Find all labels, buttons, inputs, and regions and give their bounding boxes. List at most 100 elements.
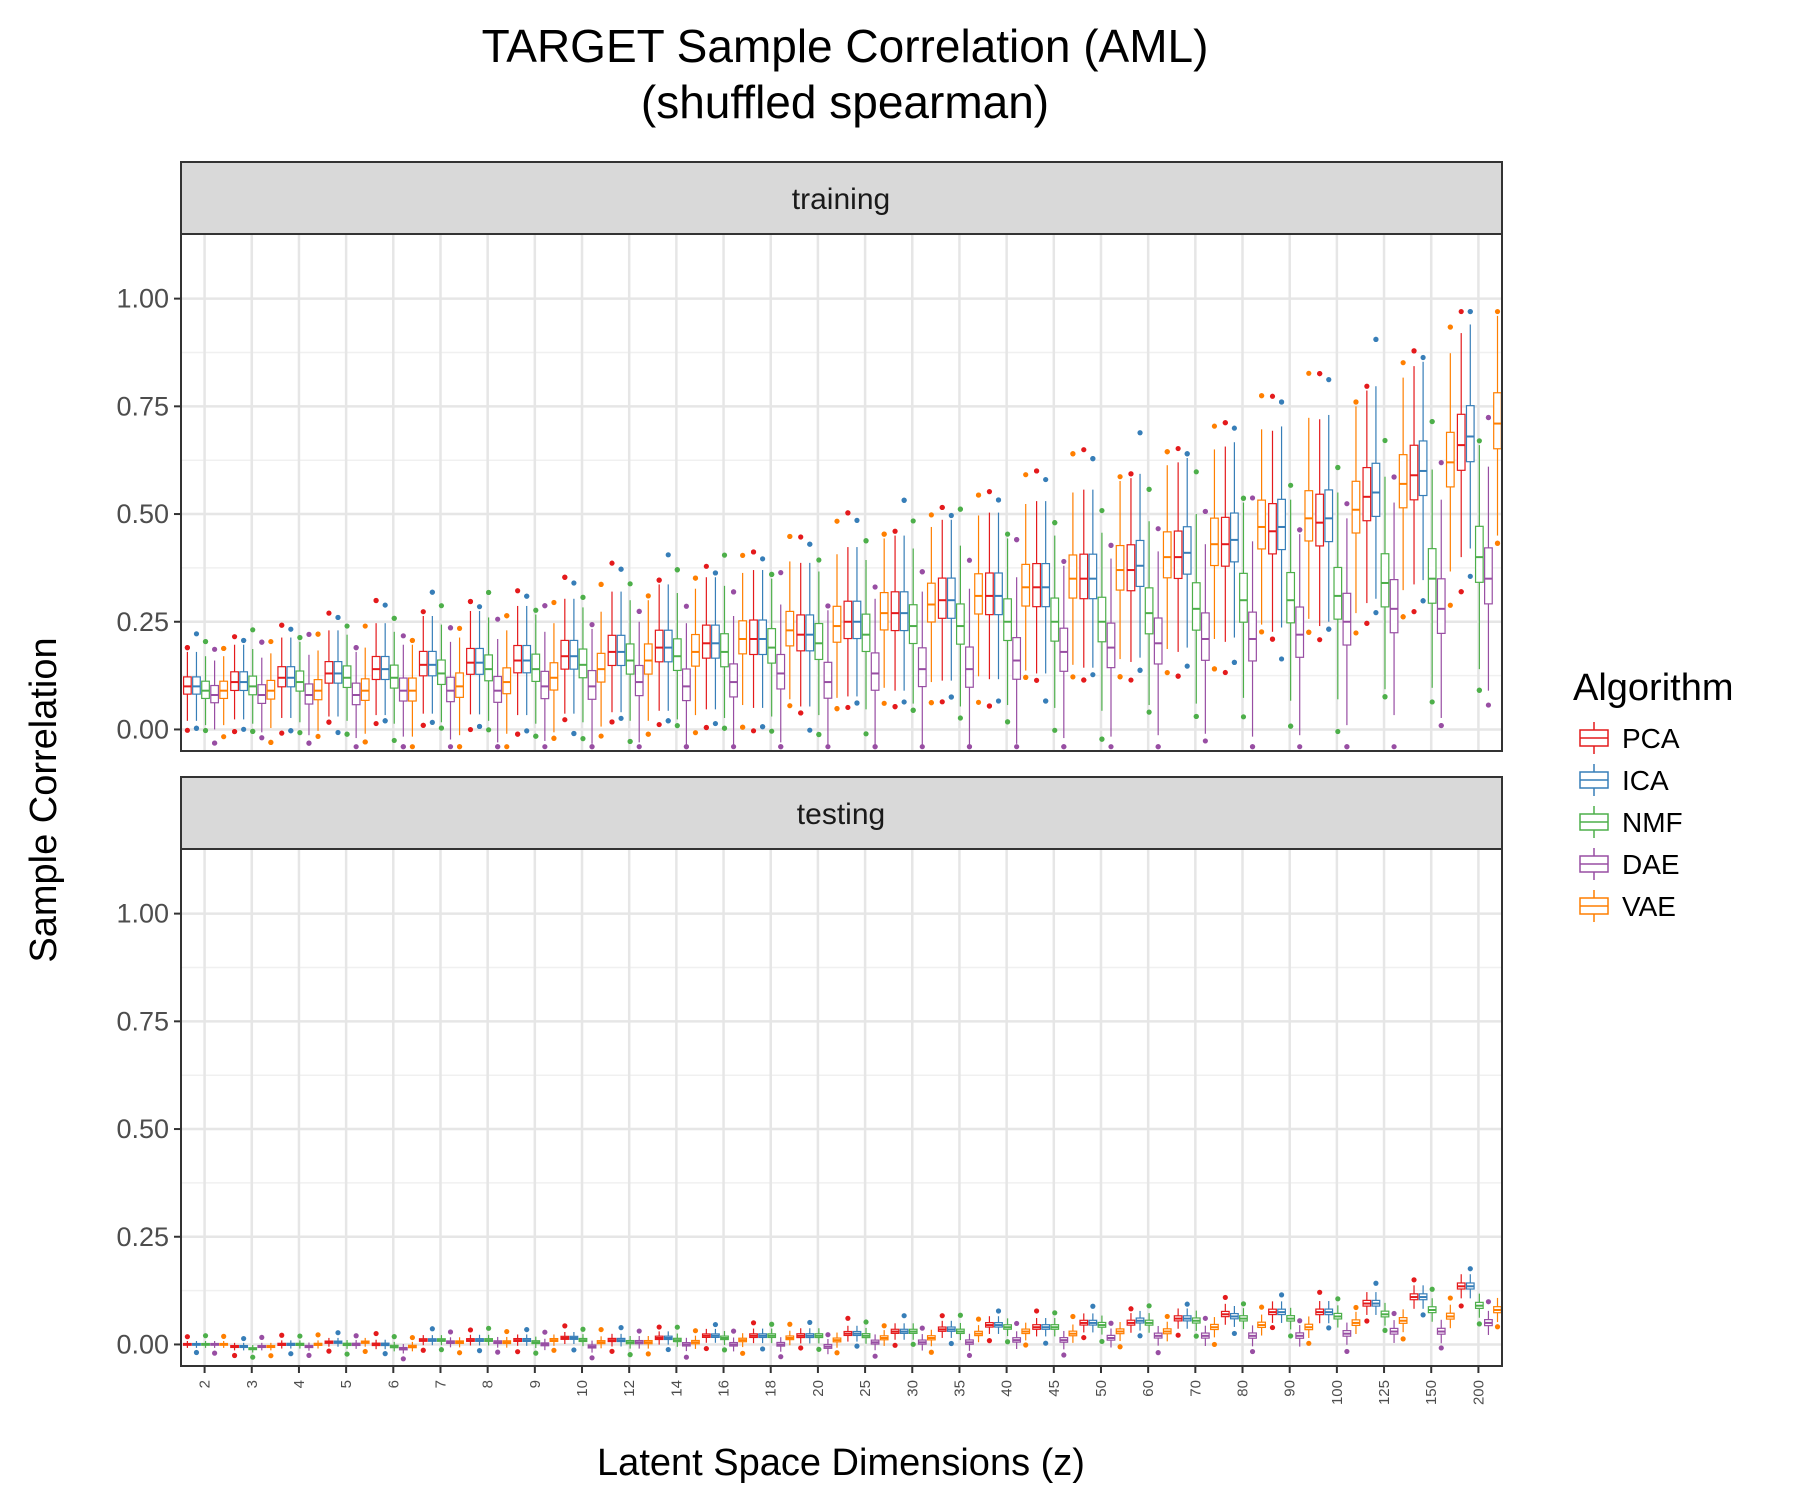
box-body <box>578 648 588 679</box>
strip-training <box>180 161 1503 235</box>
box-ica-25 <box>852 517 862 706</box>
box-pca-9 <box>513 1334 523 1355</box>
outlier-point <box>1004 719 1011 725</box>
outlier-point <box>957 506 963 512</box>
outlier-point <box>344 1351 350 1357</box>
box-ica-150 <box>1418 1285 1428 1318</box>
outlier-point <box>1447 324 1453 330</box>
box-dae-90 <box>1295 527 1305 750</box>
outlier-point <box>1070 1313 1076 1320</box>
box-nmf-18 <box>767 571 777 734</box>
outlier-point <box>683 1354 689 1360</box>
x-tick-label: 100 <box>1329 1380 1346 1405</box>
box-vae-12 <box>643 593 653 737</box>
box-body <box>1324 489 1334 543</box>
outlier-point <box>598 1326 604 1333</box>
outlier-point <box>627 738 633 745</box>
box-vae-35 <box>974 1316 983 1343</box>
box-body <box>1210 517 1219 567</box>
box-nmf-5 <box>342 623 352 737</box>
outlier-point <box>1476 1321 1482 1327</box>
box-dae-12 <box>634 1328 644 1349</box>
box-pca-18 <box>749 549 758 734</box>
box-ica-9 <box>522 1326 532 1346</box>
outlier-point <box>486 1325 492 1331</box>
outlier-point <box>524 1326 530 1333</box>
box-ica-3 <box>239 1335 249 1351</box>
box-ica-60 <box>1135 1310 1145 1339</box>
outlier-point <box>1108 1320 1114 1326</box>
box-ica-3 <box>239 637 249 732</box>
y-tick-label: 0.50 <box>116 499 169 529</box>
box-body <box>796 614 806 652</box>
box-body <box>625 643 635 675</box>
outlier-point <box>362 1348 368 1355</box>
box-body <box>776 653 786 690</box>
box-ica-60 <box>1135 430 1145 673</box>
box-body <box>324 661 334 684</box>
box-pca-30 <box>890 1323 900 1348</box>
box-dae-16 <box>729 589 738 750</box>
outlier-point <box>798 710 804 716</box>
box-dae-70 <box>1200 1315 1210 1346</box>
box-nmf-9 <box>531 1336 541 1356</box>
outlier-point <box>1467 573 1473 579</box>
box-vae-25 <box>879 1323 889 1346</box>
box-pca-60 <box>1126 471 1136 683</box>
outlier-point <box>816 731 822 738</box>
box-body <box>663 629 673 663</box>
box-body <box>1445 431 1455 488</box>
box-body <box>917 647 927 688</box>
outlier-point <box>259 735 265 741</box>
outlier-point <box>892 1342 898 1348</box>
box-dae-7 <box>446 625 455 750</box>
outlier-point <box>1202 1315 1208 1321</box>
box-dae-45 <box>1059 1330 1069 1358</box>
box-nmf-18 <box>767 1321 777 1344</box>
box-pca-45 <box>1032 1308 1042 1337</box>
outlier-point <box>429 719 435 725</box>
box-pca-30 <box>890 528 900 710</box>
box-body <box>1398 454 1408 509</box>
outlier-point <box>326 610 332 616</box>
box-nmf-14 <box>672 1324 682 1347</box>
box-body <box>1106 622 1116 669</box>
outlier-point <box>495 744 501 750</box>
box-body <box>1144 587 1154 635</box>
box-body <box>333 661 343 684</box>
outlier-point <box>995 698 1002 704</box>
legend-item-nmf: NMF <box>1579 806 1683 838</box>
box-ica-4 <box>286 1340 296 1357</box>
box-vae-70 <box>1210 423 1219 672</box>
outlier-point <box>1034 1308 1040 1314</box>
outlier-point <box>656 721 662 728</box>
box-pca-200 <box>1456 308 1466 595</box>
x-tick-label: 25 <box>857 1380 874 1397</box>
box-vae-16 <box>738 552 748 730</box>
box-body <box>1153 617 1163 665</box>
box-body <box>466 647 475 675</box>
outlier-point <box>1335 464 1341 471</box>
box-pca-35 <box>937 504 947 705</box>
x-tick-label: 4 <box>291 1380 308 1388</box>
box-pca-70 <box>1173 1308 1183 1338</box>
outlier-point <box>1447 1295 1453 1301</box>
outlier-point <box>268 739 274 746</box>
outlier-point <box>750 1320 757 1326</box>
outlier-point <box>1164 670 1170 676</box>
box-pca-150 <box>1409 348 1419 615</box>
box-dae-18 <box>776 570 786 750</box>
outlier-point <box>1146 709 1152 715</box>
outlier-point <box>1052 1310 1058 1316</box>
outlier-point <box>721 552 728 558</box>
box-pca-20 <box>796 1328 806 1351</box>
outlier-point <box>486 589 492 596</box>
outlier-point <box>1317 370 1323 377</box>
box-nmf-2 <box>201 638 210 734</box>
outlier-point <box>1429 1286 1435 1292</box>
boxes-training <box>182 308 1502 750</box>
box-body <box>681 668 691 702</box>
outlier-point <box>1447 602 1453 608</box>
box-ica-30 <box>899 497 909 705</box>
box-body <box>1474 525 1484 583</box>
